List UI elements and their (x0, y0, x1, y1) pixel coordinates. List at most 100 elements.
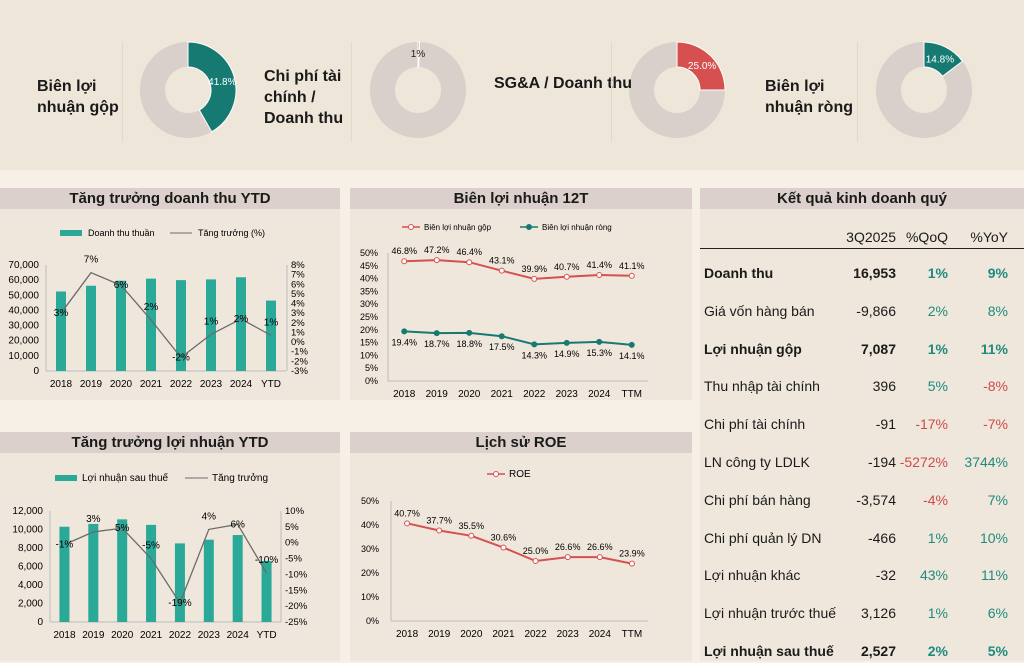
x-tick-label: 2022 (170, 379, 193, 390)
data-label: 37.7% (426, 516, 452, 526)
data-point (564, 554, 571, 561)
data-point (628, 560, 635, 567)
data-label: 17.5% (489, 342, 515, 352)
chart-title: Tăng trưởng lợi nhuận YTD (0, 432, 340, 453)
y2-tick-label: 1% (291, 327, 305, 338)
donut-value-label: 41.8% (208, 77, 236, 88)
growth-label: 1% (204, 316, 219, 327)
bar (146, 278, 156, 371)
roe-chart: 0% 10% 20% 30% 40% 50% 2018 2019 2020 2021 2022 202… (361, 469, 648, 640)
data-point (596, 338, 603, 345)
table-row: Lợi nhuận khác -32 43% 11% (700, 567, 1024, 587)
data-point (532, 558, 539, 564)
y-tick-label: 20,000 (8, 336, 39, 347)
data-point (433, 257, 440, 264)
x-tick-label: TTM (621, 389, 642, 400)
donut-value-label: 14.8% (926, 54, 954, 65)
bar (176, 280, 186, 371)
legend-swatch (60, 230, 82, 236)
y-tick-label: 4,000 (18, 580, 43, 591)
row-yoy: 6% (987, 605, 1008, 622)
y-tick-label: 45% (360, 261, 378, 271)
data-label: 26.6% (555, 542, 581, 552)
y-tick-label: 30% (360, 299, 378, 309)
x-tick-label: YTD (257, 630, 277, 641)
y-tick-label: 12,000 (12, 506, 43, 517)
profit-growth-chart: 0 2,000 4,000 6,000 8,000 10,000 12,000 2018 201… (12, 472, 308, 641)
table-row: Chi phí quản lý DN -466 1% 10% (700, 530, 1024, 550)
bar (59, 526, 70, 622)
kpi-label-sga: SG&A / Doanh thu (494, 75, 633, 92)
y-tick-label: 40,000 (8, 305, 39, 316)
row-label: Lợi nhuận sau thuế (704, 643, 834, 659)
y-tick-label: 0% (366, 616, 379, 626)
table-row: LN công ty LDLK -194 -5272% 3744% (700, 454, 1024, 474)
y-tick-label: 0% (365, 376, 378, 386)
row-value: -32 (875, 567, 896, 584)
y-tick-label: 20% (361, 568, 379, 578)
bar (266, 300, 276, 371)
y-tick-label: 0 (33, 366, 39, 377)
x-tick-label: 2018 (50, 379, 73, 390)
row-qoq: -17% (915, 416, 948, 433)
x-tick-label: 2020 (110, 379, 133, 390)
row-label: Lợi nhuận khác (704, 567, 801, 584)
y-tick-label: 10% (360, 350, 378, 360)
data-label: 18.7% (424, 339, 450, 349)
legend-label: Tăng trưởng (212, 472, 268, 484)
y-tick-label: 8,000 (18, 543, 43, 554)
bar (86, 285, 96, 371)
row-value: -91 (875, 416, 896, 433)
data-label: 14.9% (554, 349, 580, 359)
growth-label: 3% (86, 514, 101, 525)
y-tick-label: 5% (365, 363, 378, 373)
quarterly-results-panel: Kết quả kinh doanh quý 3Q2025 %QoQ %YoY … (700, 188, 1024, 661)
legend-label: Doanh thu thuần (88, 228, 155, 238)
divider (611, 42, 612, 142)
x-tick-label: 2021 (491, 389, 514, 400)
row-qoq: 43% (919, 567, 948, 584)
y2-tick-label: -20% (285, 601, 308, 612)
divider (351, 42, 352, 142)
y2-tick-label: -2% (291, 356, 308, 367)
header-period: 3Q2025 (846, 229, 896, 245)
y-tick-label: 20% (360, 325, 378, 335)
x-tick-label: 2019 (428, 629, 451, 640)
row-value: 396 (872, 378, 896, 395)
y2-tick-label: 0% (285, 538, 299, 549)
data-point (433, 330, 440, 337)
data-label: 40.7% (554, 262, 580, 272)
y-tick-label: 50,000 (8, 290, 39, 301)
bar (146, 524, 157, 622)
table-title: Kết quả kinh doanh quý (700, 188, 1024, 209)
series-line (406, 522, 633, 565)
row-qoq: 2% (927, 302, 948, 319)
chart-title: Lịch sử ROE (350, 432, 692, 453)
y-tick-label: 30,000 (8, 321, 39, 332)
x-tick-label: 2018 (393, 389, 416, 400)
table-row: Chi phí bán hàng -3,574 -4% 7% (700, 492, 1024, 512)
growth-line (60, 271, 272, 359)
data-label: 30.6% (491, 533, 517, 543)
data-point (466, 329, 473, 336)
roe-panel: Lịch sử ROE 0% 10% 20% 30% 40% 50% 2018 2019 202… (350, 432, 692, 661)
data-point (468, 532, 475, 539)
row-value: 7,087 (860, 340, 896, 357)
divider (857, 42, 858, 142)
growth-label: -10% (255, 555, 278, 566)
x-tick-label: 2020 (460, 629, 483, 640)
donut-slice (923, 41, 964, 77)
row-qoq: 1% (927, 605, 948, 622)
growth-label: 6% (230, 519, 245, 530)
x-tick-label: 2019 (82, 630, 105, 641)
y-tick-label: 25% (360, 312, 378, 322)
y2-tick-label: 3% (291, 308, 305, 319)
growth-line (64, 523, 268, 605)
row-label: Chi phí bán hàng (704, 491, 811, 508)
header-yoy: %YoY (970, 229, 1008, 245)
y-tick-label: 10,000 (12, 525, 43, 536)
y2-tick-label: 0% (291, 337, 305, 348)
data-label: 14.1% (619, 351, 645, 361)
row-value: -3,574 (856, 491, 896, 508)
data-point (628, 341, 635, 348)
